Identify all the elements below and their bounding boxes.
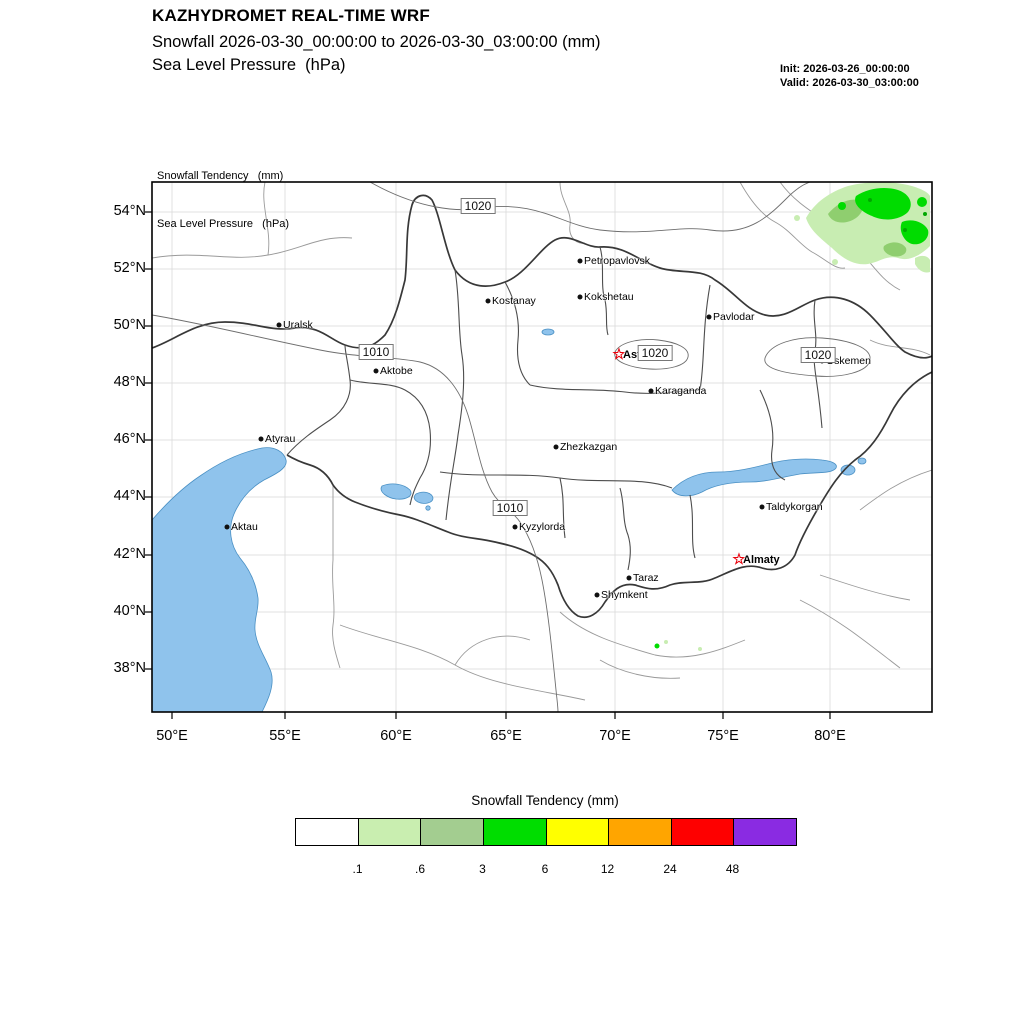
- lat-tick-label: 46°N: [113, 431, 146, 447]
- lon-tick-label: 70°E: [599, 728, 631, 744]
- lon-tick-label: 50°E: [156, 728, 188, 744]
- valid-time: Valid: 2026-03-30_03:00:00: [780, 77, 919, 89]
- lat-tick-label: 48°N: [113, 374, 146, 390]
- lat-tick-label: 42°N: [113, 546, 146, 562]
- caspian-sea: [152, 447, 287, 712]
- colorbar-segment: [296, 819, 358, 845]
- aral-sea-east: [413, 491, 434, 504]
- colorbar-segment: [733, 819, 796, 845]
- lon-tick-label: 75°E: [707, 728, 739, 744]
- lat-tick-label: 50°N: [113, 317, 146, 333]
- map-legend-line2: Sea Level Pressure (hPa): [157, 218, 290, 230]
- colorbar: [295, 818, 797, 846]
- aral-sea: [380, 483, 412, 500]
- lake-tengiz: [541, 328, 555, 336]
- colorbar-tick-label: .6: [414, 862, 426, 876]
- colorbar-segment: [482, 819, 546, 845]
- kazakhstan-border: [152, 194, 932, 619]
- colorbar-tick-label: 24: [663, 862, 677, 876]
- lat-tick-label: 52°N: [113, 260, 146, 276]
- snowfall-period-subtitle: Snowfall 2026-03-30_00:00:00 to 2026-03-…: [152, 33, 601, 51]
- lat-tick-label: 44°N: [113, 488, 146, 504]
- colorbar-segment: [608, 819, 671, 845]
- lake-balkhash: [671, 458, 837, 497]
- colorbar-tick-label: 12: [600, 862, 615, 876]
- map-legend: Snowfall Tendency (mm) Sea Level Pressur…: [157, 136, 289, 264]
- colorbar-segment: [545, 819, 609, 845]
- colorbar-tick-label: 6: [541, 862, 549, 876]
- colorbar-title: Snowfall Tendency (mm): [471, 793, 619, 808]
- pressure-subtitle: Sea Level Pressure (hPa): [152, 56, 346, 74]
- colorbar-tick-label: 3: [479, 862, 486, 876]
- lon-tick-label: 65°E: [490, 728, 522, 744]
- colorbar-segment: [357, 819, 421, 845]
- snowfall-shading: [654, 182, 930, 651]
- lat-tick-label: 54°N: [113, 203, 146, 219]
- lon-tick-label: 55°E: [269, 728, 301, 744]
- oblast-borders: [286, 246, 823, 571]
- lon-tick-label: 60°E: [380, 728, 412, 744]
- map-frame: [151, 181, 933, 713]
- lat-tick-label: 40°N: [113, 603, 146, 619]
- lake-alakol: [840, 464, 856, 476]
- colorbar-tick-label: 48: [725, 862, 740, 876]
- page-title: KAZHYDROMET REAL-TIME WRF: [152, 6, 430, 25]
- lakes: [152, 328, 867, 712]
- lat-tick-label: 38°N: [113, 660, 146, 676]
- colorbar-ticks: .1 .6 3 6 12 24 48: [295, 862, 795, 878]
- axis-ticks: [145, 211, 831, 719]
- init-time: Init: 2026-03-26_00:00:00: [780, 63, 910, 75]
- colorbar-segment: [420, 819, 483, 845]
- lon-tick-label: 80°E: [814, 728, 846, 744]
- graticule: [152, 182, 932, 712]
- colorbar-segment: [670, 819, 734, 845]
- colorbar-tick-label: .1: [352, 862, 363, 876]
- map-legend-line1: Snowfall Tendency (mm): [157, 170, 284, 182]
